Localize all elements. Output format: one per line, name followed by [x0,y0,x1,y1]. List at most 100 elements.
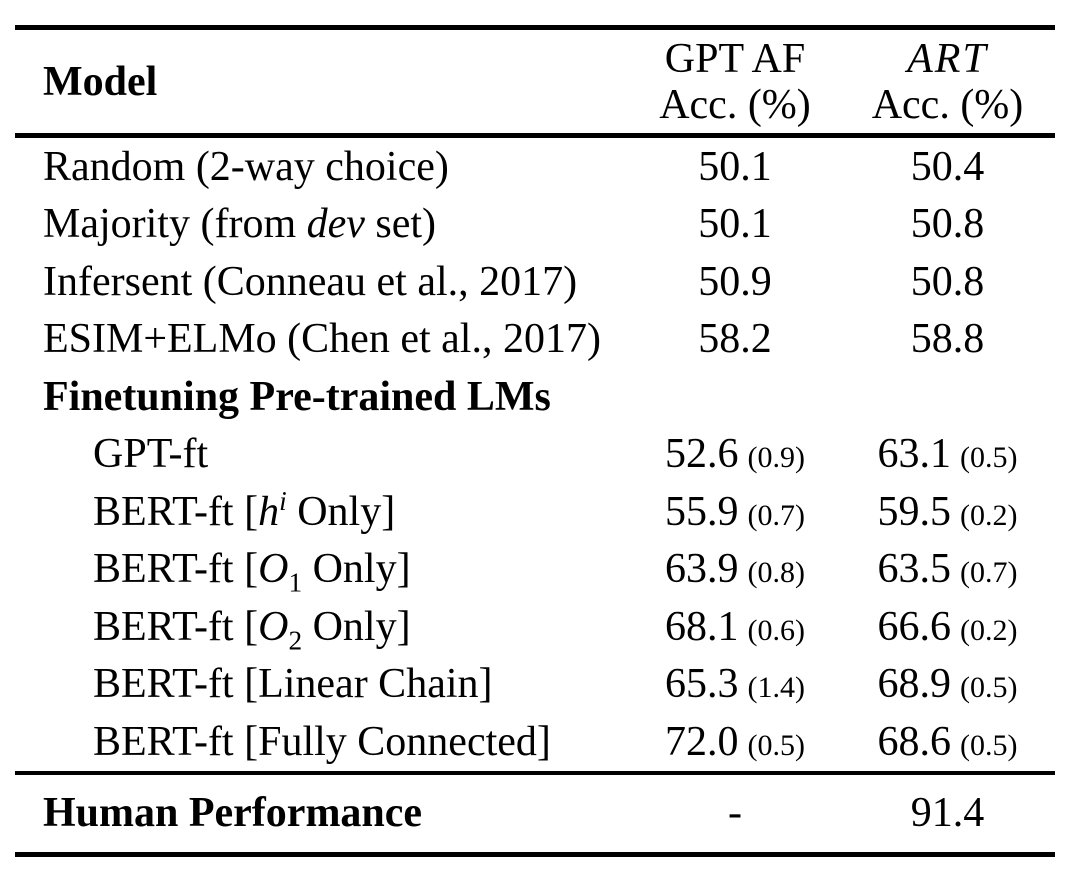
footer-gpt-af-value: - [728,790,742,836]
model-label-segment: Majority (from [43,201,307,248]
model-label-segment: BERT-ft [ [93,603,259,650]
table-row: BERT-ft [O1 Only] 63.9 (0.8) 63.5 (0.7) [15,541,1055,599]
art-value-cell: 63.1 (0.5) [840,430,1055,478]
model-label-segment: Finetuning Pre-trained LMs [43,373,551,420]
model-label-segment: 1 [288,567,303,598]
art-value-cell: 66.6 (0.2) [840,603,1055,651]
model-label-segment: ESIM+ELMo (Chen et al., 2017) [43,316,601,363]
accuracy-value: 58.8 [910,316,985,363]
table-body: Random (2-way choice) 50.1 50.4 Majority… [15,138,1055,771]
accuracy-value: 50.1 [698,201,772,248]
column-header-gpt-af: GPT AF Acc. (%) [630,36,840,128]
column-header-model: Model [43,58,158,105]
gpt-af-value-cell: 55.9 (0.7) [630,488,840,536]
model-label-segment: O [258,546,289,593]
results-table: Model GPT AF Acc. (%) ART Acc. (%) Rando… [15,25,1055,857]
accuracy-value: 68.1 [665,603,739,650]
gpt-af-value-cell: 68.1 (0.6) [630,603,840,651]
std-dev-value: (0.7) [747,498,805,532]
model-cell: BERT-ft [Linear Chain] [15,660,630,708]
accuracy-value: 59.5 [877,488,952,535]
model-label-segment: Infersent (Conneau et al., 2017) [43,258,578,305]
column-header-gpt-af-line2: Acc. (%) [659,81,811,128]
model-label-segment: Random (2-way choice) [43,143,449,190]
std-dev-value: (0.7) [960,556,1018,590]
model-label-segment: Only] [302,603,411,650]
model-label-segment: Only] [302,546,411,593]
accuracy-value: 50.9 [698,258,772,305]
art-value-cell: 50.8 [840,200,1055,248]
table-row: Random (2-way choice) 50.1 50.4 [15,138,1055,196]
model-cell: BERT-ft [O1 Only] [15,545,630,596]
std-dev-value: (0.5) [960,441,1018,475]
accuracy-value: 58.2 [698,316,772,363]
table-header: Model GPT AF Acc. (%) ART Acc. (%) [15,25,1055,138]
accuracy-value: 63.5 [877,546,952,593]
model-cell: BERT-ft [O2 Only] [15,603,630,654]
std-dev-value: (0.8) [747,556,805,590]
table-row: BERT-ft [O2 Only] 68.1 (0.6) 66.6 (0.2) [15,598,1055,656]
gpt-af-value-cell: 72.0 (0.5) [630,718,840,766]
model-label-segment: 2 [288,625,303,656]
accuracy-value: 50.8 [910,201,985,248]
model-cell: Random (2-way choice) [15,143,630,191]
table-footer-row: Human Performance - 91.4 [15,770,1055,857]
model-label-segment: set) [364,201,437,248]
accuracy-value: 52.6 [665,431,739,478]
art-value-cell: 68.6 (0.5) [840,718,1055,766]
gpt-af-value-cell: 58.2 [630,315,840,363]
accuracy-value: 65.3 [665,661,739,708]
accuracy-value: 50.4 [910,143,985,190]
model-label-segment: h [258,488,280,535]
model-cell: Majority (from dev set) [15,200,630,248]
accuracy-value: 63.1 [877,431,952,478]
accuracy-value: 68.6 [877,718,952,765]
column-header-art: ART Acc. (%) [840,36,1055,128]
std-dev-value: (0.5) [960,671,1018,705]
column-header-art-line2: Acc. (%) [871,81,1024,128]
accuracy-value: 50.1 [698,143,772,190]
art-value-cell: 50.4 [840,143,1055,191]
accuracy-value: 66.6 [877,603,952,650]
std-dev-value: (1.4) [747,671,805,705]
accuracy-value: 55.9 [665,488,739,535]
model-cell: BERT-ft [Fully Connected] [15,718,630,766]
table-row: GPT-ft 52.6 (0.9) 63.1 (0.5) [15,426,1055,484]
model-label-segment: BERT-ft [Linear Chain] [93,661,493,708]
gpt-af-value-cell: 65.3 (1.4) [630,660,840,708]
art-value-cell: 50.8 [840,258,1055,306]
art-value-cell: 68.9 (0.5) [840,660,1055,708]
table-row: BERT-ft [Fully Connected] 72.0 (0.5) 68.6… [15,713,1055,771]
model-label-segment: BERT-ft [Fully Connected] [93,718,551,765]
table-row: ESIM+ELMo (Chen et al., 2017) 58.2 58.8 [15,311,1055,369]
table-row: Finetuning Pre-trained LMs [15,368,1055,426]
model-label-segment: Only] [286,488,396,535]
model-label-segment: O [258,603,289,650]
model-label-segment: GPT-ft [93,431,209,478]
gpt-af-value-cell: 50.9 [630,258,840,306]
model-cell: Finetuning Pre-trained LMs [15,373,630,421]
table-row: Infersent (Conneau et al., 2017) 50.9 50… [15,253,1055,311]
table-row: BERT-ft [Linear Chain] 65.3 (1.4) 68.9 (0.… [15,656,1055,714]
model-label-segment: dev [306,201,365,248]
model-cell: Infersent (Conneau et al., 2017) [15,258,630,306]
gpt-af-value-cell: 50.1 [630,143,840,191]
model-label-segment: BERT-ft [ [93,546,259,593]
std-dev-value: (0.6) [747,613,805,647]
accuracy-value: 50.8 [910,258,985,305]
model-cell: ESIM+ELMo (Chen et al., 2017) [15,315,630,363]
art-value-cell: 59.5 (0.2) [840,488,1055,536]
std-dev-value: (0.5) [747,728,805,762]
table-row: BERT-ft [hi Only] 55.9 (0.7) 59.5 (0.2) [15,483,1055,541]
gpt-af-value-cell: 50.1 [630,200,840,248]
std-dev-value: (0.2) [960,498,1018,532]
footer-art-value: 91.4 [910,790,985,836]
gpt-af-value-cell: 63.9 (0.8) [630,545,840,593]
gpt-af-value-cell: 52.6 (0.9) [630,430,840,478]
art-value-cell: 58.8 [840,315,1055,363]
accuracy-value: 72.0 [665,718,739,765]
accuracy-value: 63.9 [665,546,739,593]
art-value-cell: 63.5 (0.7) [840,545,1055,593]
model-cell: BERT-ft [hi Only] [15,487,630,536]
std-dev-value: (0.9) [747,441,805,475]
